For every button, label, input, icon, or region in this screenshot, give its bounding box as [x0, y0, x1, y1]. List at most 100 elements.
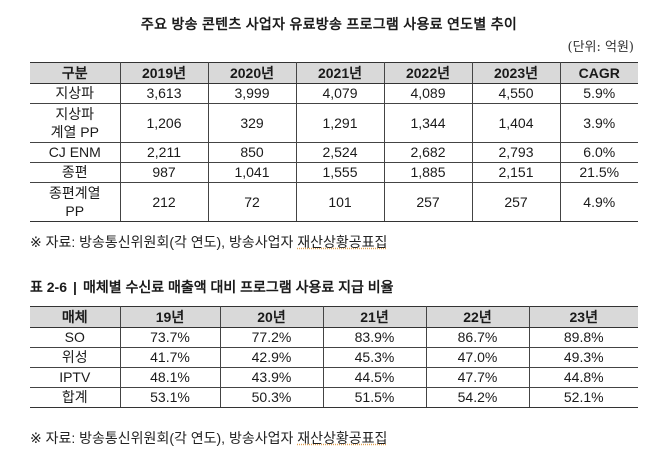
table-cell: 54.2%	[425, 387, 530, 408]
table-cell: 4,079	[295, 83, 385, 104]
caption-separator: |	[73, 279, 77, 295]
table-cell: 44.8%	[528, 367, 638, 388]
source-underlined-text: 재산상황공표집	[297, 234, 388, 250]
table-caption: 표 2-6 | 매체별 수신료 매출액 대비 프로그램 사용료 지급 비율	[30, 277, 394, 297]
table-cell: 83.9%	[322, 327, 427, 348]
table-cell: 49.3%	[528, 347, 638, 368]
table-cell: 257	[383, 182, 473, 222]
row-label: 지상파	[30, 83, 121, 104]
table-cell: 2,151	[471, 162, 561, 183]
table-cell: 101	[295, 182, 385, 222]
table-cell: 2,793	[471, 142, 561, 163]
table-row: 지상파 3,613 3,999 4,079 4,089 4,550 5.9%	[30, 83, 638, 104]
column-header: 19년	[119, 306, 221, 328]
document-title: 주요 방송 콘텐츠 사업자 유료방송 프로그램 사용료 연도별 추이	[140, 16, 518, 32]
table-cell: 987	[119, 162, 209, 183]
table-cell: 1,041	[207, 162, 297, 183]
table-cell: 257	[471, 182, 561, 222]
row-label: IPTV	[30, 367, 121, 388]
row-label: CJ ENM	[30, 142, 121, 163]
table-row: 위성 41.7% 42.9% 45.3% 47.0% 49.3%	[30, 347, 638, 368]
table-cell: 1,206	[119, 103, 209, 143]
row-label: 합계	[30, 387, 121, 408]
source-underlined-text: 재산상황공표집	[297, 430, 388, 446]
column-header: 20년	[219, 306, 324, 328]
column-header: 2019년	[119, 62, 209, 84]
column-header: 2022년	[383, 62, 473, 84]
table-header-row: 구분 2019년 2020년 2021년 2022년 2023년 CAGR	[30, 62, 638, 84]
table-cell: 72	[207, 182, 297, 222]
caption-text: 매체별 수신료 매출액 대비 프로그램 사용료 지급 비율	[82, 279, 394, 295]
table-cell: 51.5%	[322, 387, 427, 408]
row-label-line: 종편계열	[48, 185, 101, 201]
table-cell: 43.9%	[219, 367, 324, 388]
table-cell: 1,344	[383, 103, 473, 143]
row-label: 위성	[30, 347, 121, 368]
row-label-line: 지상파	[55, 106, 95, 122]
row-label: SO	[30, 327, 121, 348]
table-cell: 53.1%	[119, 387, 221, 408]
row-label: 종편계열 PP	[30, 182, 121, 222]
column-header: 21년	[322, 306, 427, 328]
table-cell: 44.5%	[322, 367, 427, 388]
table-cell: 1,555	[295, 162, 385, 183]
table-cell: 45.3%	[322, 347, 427, 368]
table-cell: 5.9%	[559, 83, 638, 104]
column-header: 구분	[30, 62, 121, 84]
table-cell: 6.0%	[559, 142, 638, 163]
table-cell: 47.7%	[425, 367, 530, 388]
column-header: 2023년	[471, 62, 561, 84]
table-cell: 1,885	[383, 162, 473, 183]
table-cell: 1,291	[295, 103, 385, 143]
table-cell: 86.7%	[425, 327, 530, 348]
table-cell: 4.9%	[559, 182, 638, 222]
table-cell: 48.1%	[119, 367, 221, 388]
table-cell: 3,999	[207, 83, 297, 104]
table-cell: 21.5%	[559, 162, 638, 183]
table-cell: 47.0%	[425, 347, 530, 368]
table-row: 합계 53.1% 50.3% 51.5% 54.2% 52.1%	[30, 387, 638, 408]
row-label-line: PP	[65, 203, 85, 219]
table-row: SO 73.7% 77.2% 83.9% 86.7% 89.8%	[30, 327, 638, 348]
source-note: ※ 자료: 방송통신위원회(각 연도), 방송사업자 재산상황공표집	[30, 428, 387, 448]
program-fee-trend-table: 구분 2019년 2020년 2021년 2022년 2023년 CAGR 지상…	[30, 62, 638, 222]
column-header: 2021년	[295, 62, 385, 84]
table-cell: 329	[207, 103, 297, 143]
table-cell: 3,613	[119, 83, 209, 104]
table-cell: 850	[207, 142, 297, 163]
column-header: CAGR	[559, 62, 638, 84]
table-cell: 2,682	[383, 142, 473, 163]
table-cell: 77.2%	[219, 327, 324, 348]
program-fee-ratio-table: 매체 19년 20년 21년 22년 23년 SO 73.7% 77.2% 83…	[30, 306, 638, 408]
table-cell: 3.9%	[559, 103, 638, 143]
table-cell: 50.3%	[219, 387, 324, 408]
column-header: 2020년	[207, 62, 297, 84]
column-header: 23년	[528, 306, 638, 328]
table-cell: 41.7%	[119, 347, 221, 368]
table-cell: 89.8%	[528, 327, 638, 348]
row-label-line: 계열 PP	[50, 124, 99, 140]
table-row: IPTV 48.1% 43.9% 44.5% 47.7% 44.8%	[30, 367, 638, 388]
source-text: ※ 자료: 방송통신위원회(각 연도), 방송사업자	[30, 234, 298, 250]
column-header: 22년	[425, 306, 530, 328]
row-label: 종편	[30, 162, 121, 183]
table-cell: 212	[119, 182, 209, 222]
table-cell: 73.7%	[119, 327, 221, 348]
source-note: ※ 자료: 방송통신위원회(각 연도), 방송사업자 재산상황공표집	[30, 232, 387, 252]
table-cell: 42.9%	[219, 347, 324, 368]
source-text: ※ 자료: 방송통신위원회(각 연도), 방송사업자	[30, 430, 298, 446]
table-cell: 2,211	[119, 142, 209, 163]
table-header-row: 매체 19년 20년 21년 22년 23년	[30, 306, 638, 328]
table-cell: 4,550	[471, 83, 561, 104]
column-header: 매체	[30, 306, 121, 328]
table-row: 종편계열 PP 212 72 101 257 257 4.9%	[30, 182, 638, 222]
table-cell: 4,089	[383, 83, 473, 104]
table-cell: 2,524	[295, 142, 385, 163]
table-cell: 1,404	[471, 103, 561, 143]
table-number: 표 2-6	[30, 279, 68, 295]
unit-label: (단위: 억원)	[567, 40, 635, 55]
table-row: CJ ENM 2,211 850 2,524 2,682 2,793 6.0%	[30, 142, 638, 163]
table-cell: 52.1%	[528, 387, 638, 408]
